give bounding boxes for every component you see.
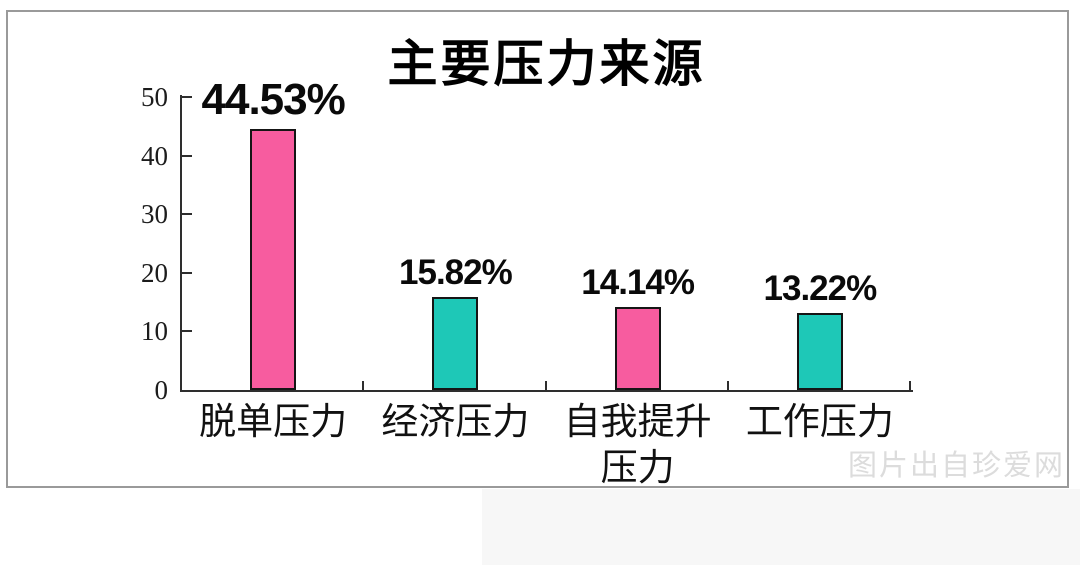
- y-tick-label: 40: [141, 140, 168, 171]
- y-tick-mark: [182, 271, 192, 274]
- y-tick-label: 10: [141, 316, 168, 347]
- bottom-gray-strip: [482, 489, 1080, 565]
- bar: [614, 307, 661, 390]
- bar-value-label: 14.14%: [581, 263, 695, 302]
- y-tick-mark: [182, 96, 192, 98]
- category-label: 工作压力: [745, 401, 894, 442]
- category-label: 脱单压力: [199, 401, 348, 442]
- x-tick-mark: [362, 381, 365, 390]
- bar: [432, 297, 479, 390]
- bar: [796, 313, 843, 390]
- category-label: 经济压力: [381, 401, 530, 442]
- y-tick-label: 0: [154, 375, 169, 405]
- bar-value-label: 13.22%: [763, 269, 878, 308]
- x-axis-labels: 脱单压力 经济压力 自我提升 压力 工作压力: [182, 399, 911, 489]
- y-tick-mark: [182, 213, 192, 216]
- chart-frame: [6, 10, 1069, 488]
- y-axis-line: [180, 95, 182, 392]
- x-tick-mark: [726, 381, 729, 390]
- y-tick-mark: [182, 330, 192, 333]
- bar: [250, 129, 297, 390]
- bar-value-label: 44.53%: [201, 75, 346, 124]
- x-axis-line: [180, 390, 913, 392]
- y-tick-label: 50: [141, 82, 168, 112]
- y-tick-label: 20: [141, 257, 168, 288]
- x-tick-mark: [909, 381, 911, 390]
- bar-value-label: 15.82%: [399, 253, 513, 292]
- chart-title: 主要压力来源: [387, 36, 706, 92]
- x-tick-mark: [544, 381, 547, 390]
- y-tick-label: 30: [141, 199, 168, 230]
- watermark-text: 图片出自珍爱网: [847, 450, 1065, 482]
- y-tick-mark: [182, 154, 192, 157]
- category-label: 自我提升 压力: [563, 401, 712, 489]
- plot-area: 44.53% 15.82% 14.14% 13.22%: [182, 78, 911, 390]
